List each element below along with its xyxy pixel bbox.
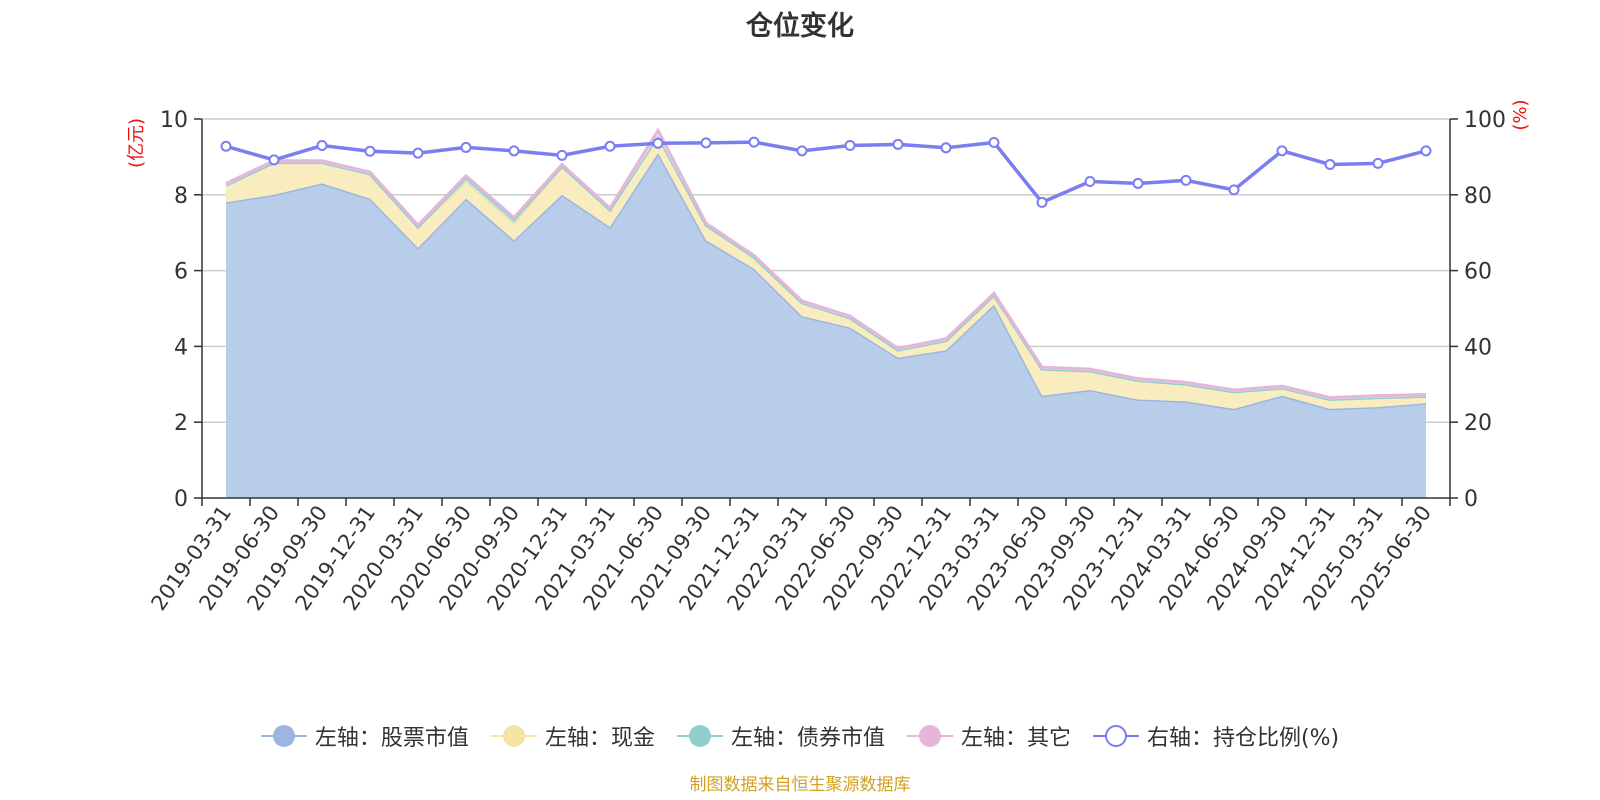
ratio-point-2021-12-31 <box>748 136 760 148</box>
right-axis-tick-label: 100 <box>1464 108 1506 133</box>
ratio-point-2023-12-31 <box>1132 177 1144 189</box>
ratio-point-2022-12-31 <box>940 142 952 154</box>
ratio-line-series <box>220 136 1432 208</box>
right-axis-unit-label: (%) <box>1510 99 1531 130</box>
right-axis-tick-label: 0 <box>1464 487 1478 512</box>
ratio-point-2023-03-31 <box>988 136 1000 148</box>
ratio-point-2024-12-31 <box>1324 158 1336 170</box>
ratio-point-2020-06-30 <box>460 141 472 153</box>
legend-label: 左轴：其它 <box>960 726 1071 751</box>
legend-circle-icon <box>676 724 723 748</box>
left-axis-tick-label: 10 <box>160 108 188 133</box>
ratio-point-2021-03-31 <box>604 140 616 152</box>
stacked-areas <box>225 127 1427 499</box>
legend-item[interactable]: 右轴：持仓比例(%) <box>1092 720 1340 752</box>
legend-item[interactable]: 左轴：债券市值 <box>676 720 885 752</box>
legend-label: 右轴：持仓比例(%) <box>1146 726 1340 751</box>
legend-item[interactable]: 左轴：现金 <box>490 720 655 752</box>
ratio-point-2019-06-30 <box>268 154 280 166</box>
legend-circle-icon <box>490 724 537 748</box>
ratio-point-2020-09-30 <box>508 145 520 157</box>
ratio-point-2021-09-30 <box>700 137 712 149</box>
ratio-point-2019-09-30 <box>316 140 328 152</box>
left-axis-tick-label: 4 <box>174 335 188 360</box>
ratio-point-2022-09-30 <box>892 138 904 150</box>
ratio-point-2020-03-31 <box>412 147 424 159</box>
right-axis-tick-label: 40 <box>1464 335 1492 360</box>
ratio-point-2024-06-30 <box>1228 184 1240 196</box>
right-axis-tick-label: 20 <box>1464 411 1492 436</box>
legend-circle-icon <box>260 724 307 748</box>
ratio-point-2023-06-30 <box>1036 196 1048 208</box>
left-axis-tick-label: 8 <box>174 184 188 209</box>
legend-label: 左轴：股票市值 <box>314 726 469 751</box>
ratio-point-2025-06-30 <box>1420 145 1432 157</box>
legend-circle-icon <box>906 724 953 748</box>
ratio-point-2025-03-31 <box>1372 157 1384 169</box>
right-axis-tick-label: 60 <box>1464 260 1492 285</box>
ratio-point-2020-12-31 <box>556 149 568 161</box>
ratio-point-2021-06-30 <box>652 137 664 149</box>
chart-title: 仓位变化 <box>746 11 854 42</box>
legend-item[interactable]: 左轴：其它 <box>906 720 1071 752</box>
legend: 左轴：股票市值 左轴：现金 左轴：债券市值 左轴：其它 右轴：持仓比例(%) <box>0 720 1600 752</box>
ratio-point-2019-03-31 <box>220 140 232 152</box>
ratio-point-2024-09-30 <box>1276 145 1288 157</box>
left-axis-tick-label: 6 <box>174 260 188 285</box>
left-axis-tick-label: 0 <box>174 487 188 512</box>
legend-hollow-circle-icon <box>1092 724 1139 748</box>
ratio-line <box>225 140 1427 205</box>
legend-label: 左轴：现金 <box>544 726 655 751</box>
ratio-point-2019-12-31 <box>364 145 376 157</box>
area-line-左轴：其它 <box>225 127 1427 400</box>
ratio-point-2022-03-31 <box>796 145 808 157</box>
ratio-point-2023-09-30 <box>1084 176 1096 188</box>
area-左轴：股票市值 <box>226 153 1426 499</box>
legend-label: 左轴：债券市值 <box>730 726 885 751</box>
right-axis-tick-label: 80 <box>1464 184 1492 209</box>
left-axis-tick-label: 2 <box>174 411 188 436</box>
ratio-point-2024-03-31 <box>1180 174 1192 186</box>
legend-item[interactable]: 左轴：股票市值 <box>260 720 469 752</box>
left-axis-unit-label: (亿元) <box>126 118 147 168</box>
source-note: 制图数据来自恒生聚源数据库 <box>689 775 911 795</box>
ratio-point-2022-06-30 <box>844 140 856 152</box>
